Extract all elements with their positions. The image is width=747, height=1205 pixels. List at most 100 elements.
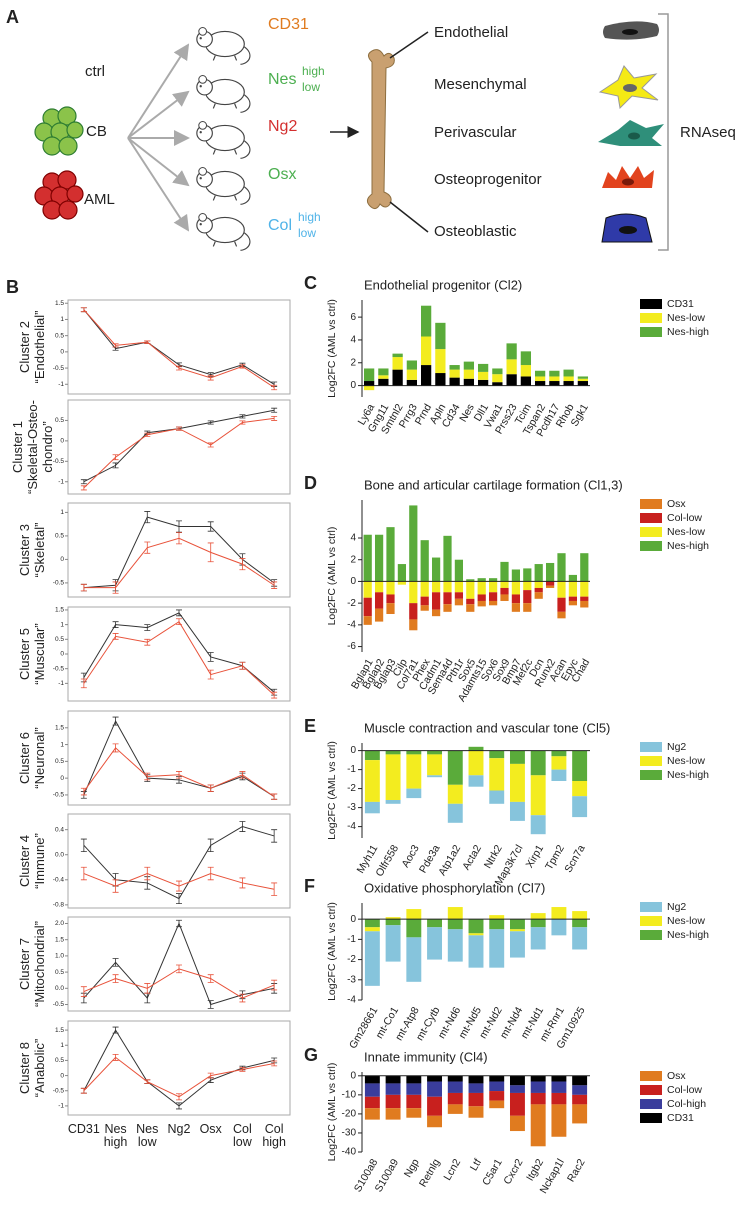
bar-segment: [568, 596, 578, 601]
cell-type: Endothelial: [434, 24, 508, 41]
chart-title: Innate immunity (Cl4): [364, 1049, 488, 1064]
mouse-label: Col: [268, 217, 292, 234]
legend-label: Osx: [667, 1070, 686, 1082]
legend-label: Nes-low: [667, 526, 705, 538]
y-tick-label: -0.5: [53, 458, 65, 465]
bar-segment: [427, 1115, 443, 1128]
error-bar: [239, 420, 246, 425]
legend-swatch: [640, 527, 662, 537]
bar-segment: [530, 913, 546, 920]
bar-segment: [572, 796, 588, 818]
bar-segment: [374, 592, 384, 609]
bar-segment: [454, 559, 464, 582]
y-tick-label: 1.5: [55, 300, 64, 307]
error-bar: [271, 581, 278, 589]
arrows: [127, 43, 190, 232]
bar-segment: [551, 756, 567, 770]
bar-segment: [551, 750, 567, 757]
error-bar: [207, 375, 214, 381]
legend-swatch: [640, 541, 662, 551]
y-tick-label: 1.5: [55, 936, 64, 943]
panel-label: E: [304, 716, 316, 736]
error-bar: [176, 1093, 182, 1101]
bar-segment: [447, 907, 463, 920]
legend-label: Nes-high: [667, 769, 709, 781]
bar-segment: [530, 815, 546, 835]
bar-segment: [509, 919, 525, 930]
chart-title: Endothelial progenitor (Cl2): [364, 277, 522, 292]
mouse-label-sub: low: [302, 80, 320, 94]
bar-segment: [488, 600, 498, 606]
legend-label: Col-low: [667, 512, 702, 524]
y-tick-label: 0.5: [55, 1057, 64, 1064]
error-bar: [112, 958, 119, 967]
error-bar: [271, 793, 278, 800]
bar-segment: [468, 1106, 484, 1118]
bar-segment: [549, 376, 560, 382]
cluster-name: Cluster 1: [9, 420, 25, 474]
y-tick-label: 1.0: [55, 953, 64, 960]
cluster-name: Cluster 4: [17, 834, 32, 888]
y-tick-label: 0.5: [55, 969, 64, 976]
bar-segment: [489, 915, 505, 920]
y-tick-label: 1: [60, 621, 64, 628]
error-bar: [144, 432, 151, 437]
error-bar: [144, 772, 151, 781]
bar-segment: [530, 1104, 546, 1147]
bar-segment: [447, 1075, 463, 1082]
error-bar: [112, 581, 119, 594]
bar-segment: [577, 381, 589, 386]
bar-segment: [431, 609, 441, 617]
bar-segment: [363, 534, 372, 582]
bracket-line: [389, 31, 429, 59]
bar-segment: [545, 562, 555, 582]
y-tick-label: -1: [58, 680, 64, 687]
bar-segment: [549, 370, 560, 377]
bar-segment: [463, 378, 475, 386]
y-tick-label: -0.5: [53, 792, 65, 799]
bar-segment: [572, 1094, 588, 1105]
cluster-label: Cluster 3 “Skeletal”: [5, 495, 59, 605]
bar-segment: [406, 909, 422, 920]
bar-segment: [509, 750, 525, 764]
cluster-label: Cluster 6 “Neuronal”: [5, 703, 59, 813]
bar-segment: [511, 603, 521, 612]
bar-segment: [500, 587, 509, 595]
error-bar: [239, 558, 246, 571]
bar-segment: [530, 750, 546, 776]
cell-type: Mesenchymal: [434, 76, 527, 93]
legend-swatch: [640, 742, 662, 752]
cluster-description: “Muscular”: [32, 623, 47, 685]
error-bar: [176, 609, 182, 617]
bar-segment: [447, 1092, 463, 1105]
legend-label: Osx: [667, 498, 686, 510]
bar-segment: [386, 594, 395, 604]
cell-icon: [628, 132, 640, 140]
bar-segment: [385, 1094, 401, 1109]
cluster-description: “Immune”: [32, 833, 47, 889]
error-bar: [271, 882, 278, 896]
bar-segment: [443, 604, 452, 612]
bar-segment: [530, 1075, 546, 1082]
legend-swatch: [640, 499, 662, 509]
y-tick-label: 2: [350, 357, 356, 368]
legend-swatch: [640, 1071, 662, 1081]
y-tick-label: -30: [342, 1128, 357, 1139]
bar-segment: [463, 369, 475, 379]
error-bar: [207, 652, 214, 662]
plot-frame: [67, 1020, 291, 1116]
bar-segment: [509, 931, 525, 958]
bar-segment: [435, 322, 446, 350]
error-bar: [80, 678, 87, 689]
y-tick-label: 4: [350, 335, 356, 346]
cluster-description: “Neuronal”: [32, 727, 47, 789]
legend-label: Nes-high: [667, 326, 709, 338]
x-tick-label: Col low: [233, 1122, 252, 1149]
mouse-label: CD31: [268, 16, 309, 33]
bar-segment: [551, 907, 567, 920]
y-tick-label: -4: [347, 821, 356, 832]
bar-segment: [520, 351, 532, 366]
bar-segment: [492, 368, 503, 375]
cluster-name: Cluster 5: [17, 627, 32, 681]
